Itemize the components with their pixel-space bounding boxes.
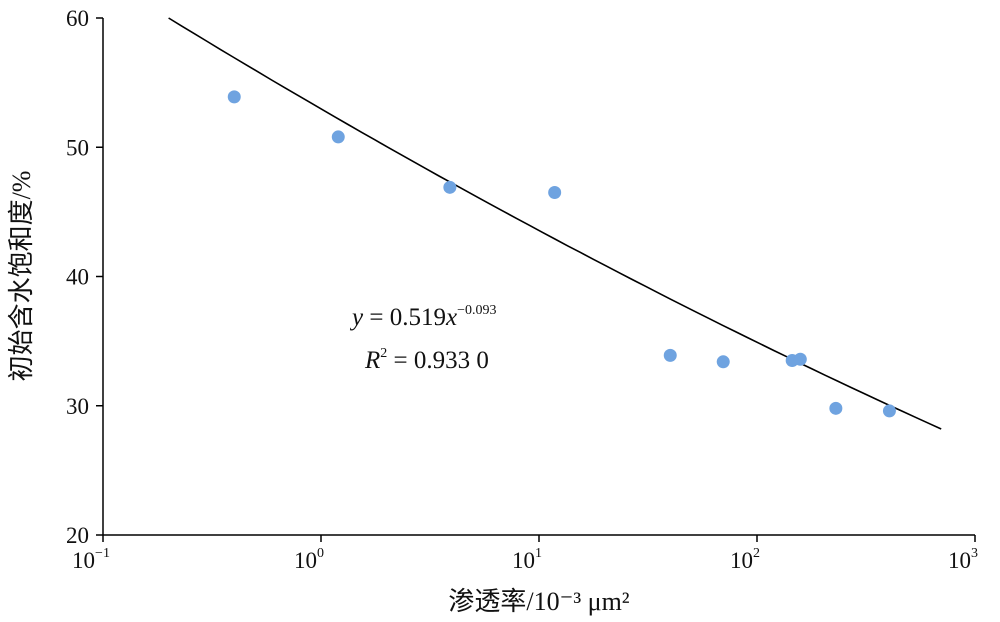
x-tick-label: 10−1 xyxy=(72,546,110,573)
y-tick-label: 30 xyxy=(66,394,89,419)
x-ticks: 10−1 100 101 102 103 xyxy=(72,535,978,573)
x-tick-label: 101 xyxy=(512,546,542,573)
y-tick-label: 20 xyxy=(66,523,89,548)
y-tick-label: 60 xyxy=(66,6,89,31)
x-tick-label: 102 xyxy=(730,546,760,573)
y-axis-title: 初始含水饱和度/% xyxy=(7,171,36,382)
data-point xyxy=(793,352,807,366)
y-ticks: 20 30 40 50 60 xyxy=(66,6,103,548)
r-squared-label: R2 = 0.933 0 xyxy=(364,346,489,374)
data-point xyxy=(548,185,562,199)
data-point xyxy=(443,180,457,194)
trendline xyxy=(168,17,942,430)
data-point xyxy=(331,130,345,144)
x-tick-label: 100 xyxy=(294,546,324,573)
y-tick-label: 50 xyxy=(66,135,89,160)
y-tick-label: 40 xyxy=(66,265,89,290)
data-point xyxy=(663,348,677,362)
data-point xyxy=(829,401,843,415)
data-point xyxy=(716,355,730,369)
x-axis-title: 渗透率/10⁻³ μm² xyxy=(448,587,629,616)
data-point xyxy=(882,404,896,418)
x-tick-label: 103 xyxy=(948,546,978,573)
data-points xyxy=(227,90,896,418)
equation-label: y = 0.519x−0.093 xyxy=(349,303,496,331)
data-point xyxy=(227,90,241,104)
